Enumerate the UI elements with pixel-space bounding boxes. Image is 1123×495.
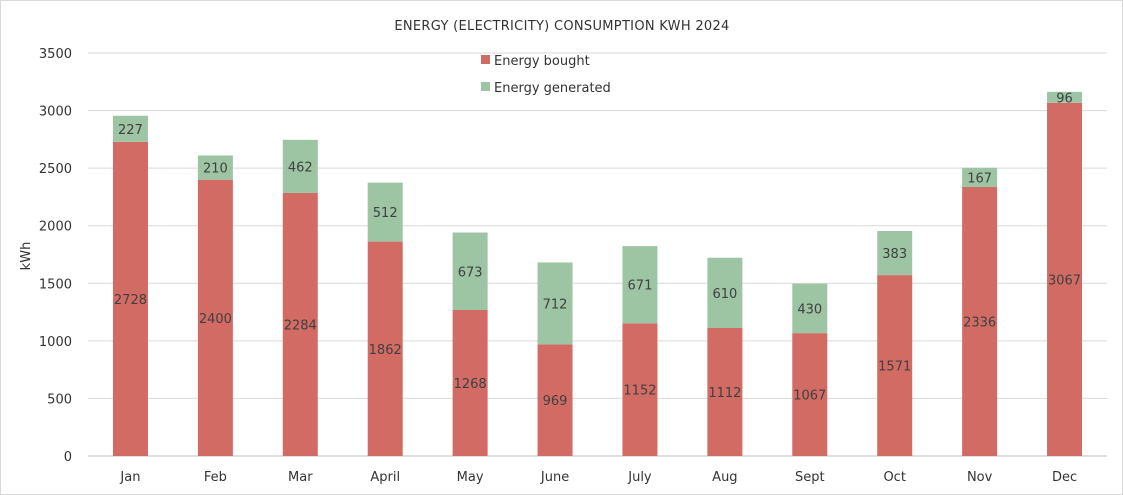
gridlines: [88, 52, 1107, 457]
bar-energy-bought: [792, 333, 828, 456]
bar-energy-bought: [1047, 102, 1083, 456]
data-label: 96: [1056, 91, 1073, 106]
y-axis-label: kWh: [19, 242, 34, 271]
bar-energy-generated: [537, 262, 573, 345]
bar-energy-generated: [1047, 91, 1083, 103]
data-label: 2336: [963, 316, 996, 331]
data-label: 2400: [199, 312, 232, 327]
legend-swatch: [481, 82, 490, 91]
x-tick-label: Jan: [119, 470, 140, 485]
data-label: 1112: [708, 386, 741, 401]
data-label: 430: [797, 302, 822, 317]
data-label: 1571: [878, 360, 911, 375]
chart-title: ENERGY (ELECTRICITY) CONSUMPTION KWH 202…: [394, 19, 729, 34]
legend-label: Energy generated: [494, 81, 611, 96]
data-label: 969: [543, 394, 568, 409]
x-tick-label: Dec: [1052, 470, 1077, 485]
bar-energy-generated: [197, 155, 233, 180]
bar-energy-bought: [877, 275, 913, 456]
x-tick-label: Aug: [712, 470, 737, 485]
x-tick-label: Feb: [204, 470, 227, 485]
x-tick-label: May: [457, 470, 484, 485]
y-tick-label: 1000: [39, 335, 72, 350]
y-tick-label: 0: [64, 450, 72, 465]
data-label: 3067: [1048, 273, 1081, 288]
bar-energy-generated: [367, 182, 403, 242]
data-label: 1862: [369, 343, 402, 358]
bar-energy-bought: [367, 241, 403, 456]
x-tick-label: Mar: [288, 470, 313, 485]
data-label: 210: [203, 162, 228, 177]
data-label: 2284: [284, 319, 317, 334]
y-tick-label: 2000: [39, 220, 72, 235]
data-label: 1152: [623, 384, 656, 399]
x-axis-ticks: Jan Feb Mar April May June July Aug Sept Oct Nov De…: [119, 470, 1077, 485]
y-tick-label: 2500: [39, 162, 72, 177]
data-label: 227: [118, 123, 143, 138]
legend-swatch: [481, 55, 490, 64]
bar-energy-generated: [282, 139, 318, 194]
y-tick-label: 500: [47, 392, 72, 407]
data-label: 673: [458, 265, 483, 280]
y-axis-ticks: 0 500 1000 1500 2000 2500 3000 3500: [39, 47, 72, 465]
bar-energy-bought: [112, 141, 148, 456]
x-tick-label: Nov: [967, 470, 993, 485]
data-label: 167: [967, 171, 992, 186]
data-label: 1268: [454, 377, 487, 392]
bar-energy-bought: [622, 323, 658, 456]
data-label: 383: [882, 247, 907, 262]
legend-label: Energy bought: [494, 54, 590, 69]
bar-energy-bought: [282, 193, 318, 456]
bar-energy-generated: [792, 283, 828, 334]
data-label: 2728: [114, 293, 147, 308]
data-label: 712: [543, 297, 568, 312]
data-label: 671: [628, 279, 653, 294]
x-tick-label: July: [627, 470, 652, 485]
data-label: 512: [373, 206, 398, 221]
x-tick-label: June: [540, 470, 569, 485]
x-tick-label: Sept: [795, 470, 825, 485]
bar-energy-generated: [622, 246, 658, 324]
x-tick-label: Oct: [883, 470, 905, 485]
bar-energy-bought: [197, 179, 233, 456]
data-label: 610: [712, 287, 737, 302]
bar-energy-generated: [877, 231, 913, 276]
legend: Energy bought Energy generated: [481, 54, 611, 96]
bar-energy-generated: [707, 257, 743, 328]
data-labels: 2728 227 2400 210 2284 462 1862 512 1268 673 969 71…: [114, 91, 1081, 409]
y-tick-label: 3000: [39, 105, 72, 120]
bars: [112, 91, 1083, 456]
bar-energy-generated: [962, 167, 998, 188]
data-label: 462: [288, 160, 313, 175]
bar-energy-generated: [452, 232, 488, 310]
bar-energy-generated: [112, 115, 148, 142]
bar-energy-bought: [537, 344, 573, 456]
bar-energy-bought: [962, 187, 998, 456]
y-tick-label: 3500: [39, 47, 72, 62]
data-label: 1067: [793, 389, 826, 404]
y-tick-label: 1500: [39, 277, 72, 292]
bar-energy-bought: [707, 327, 743, 456]
x-tick-label: April: [370, 470, 400, 485]
bar-energy-bought: [452, 309, 488, 456]
